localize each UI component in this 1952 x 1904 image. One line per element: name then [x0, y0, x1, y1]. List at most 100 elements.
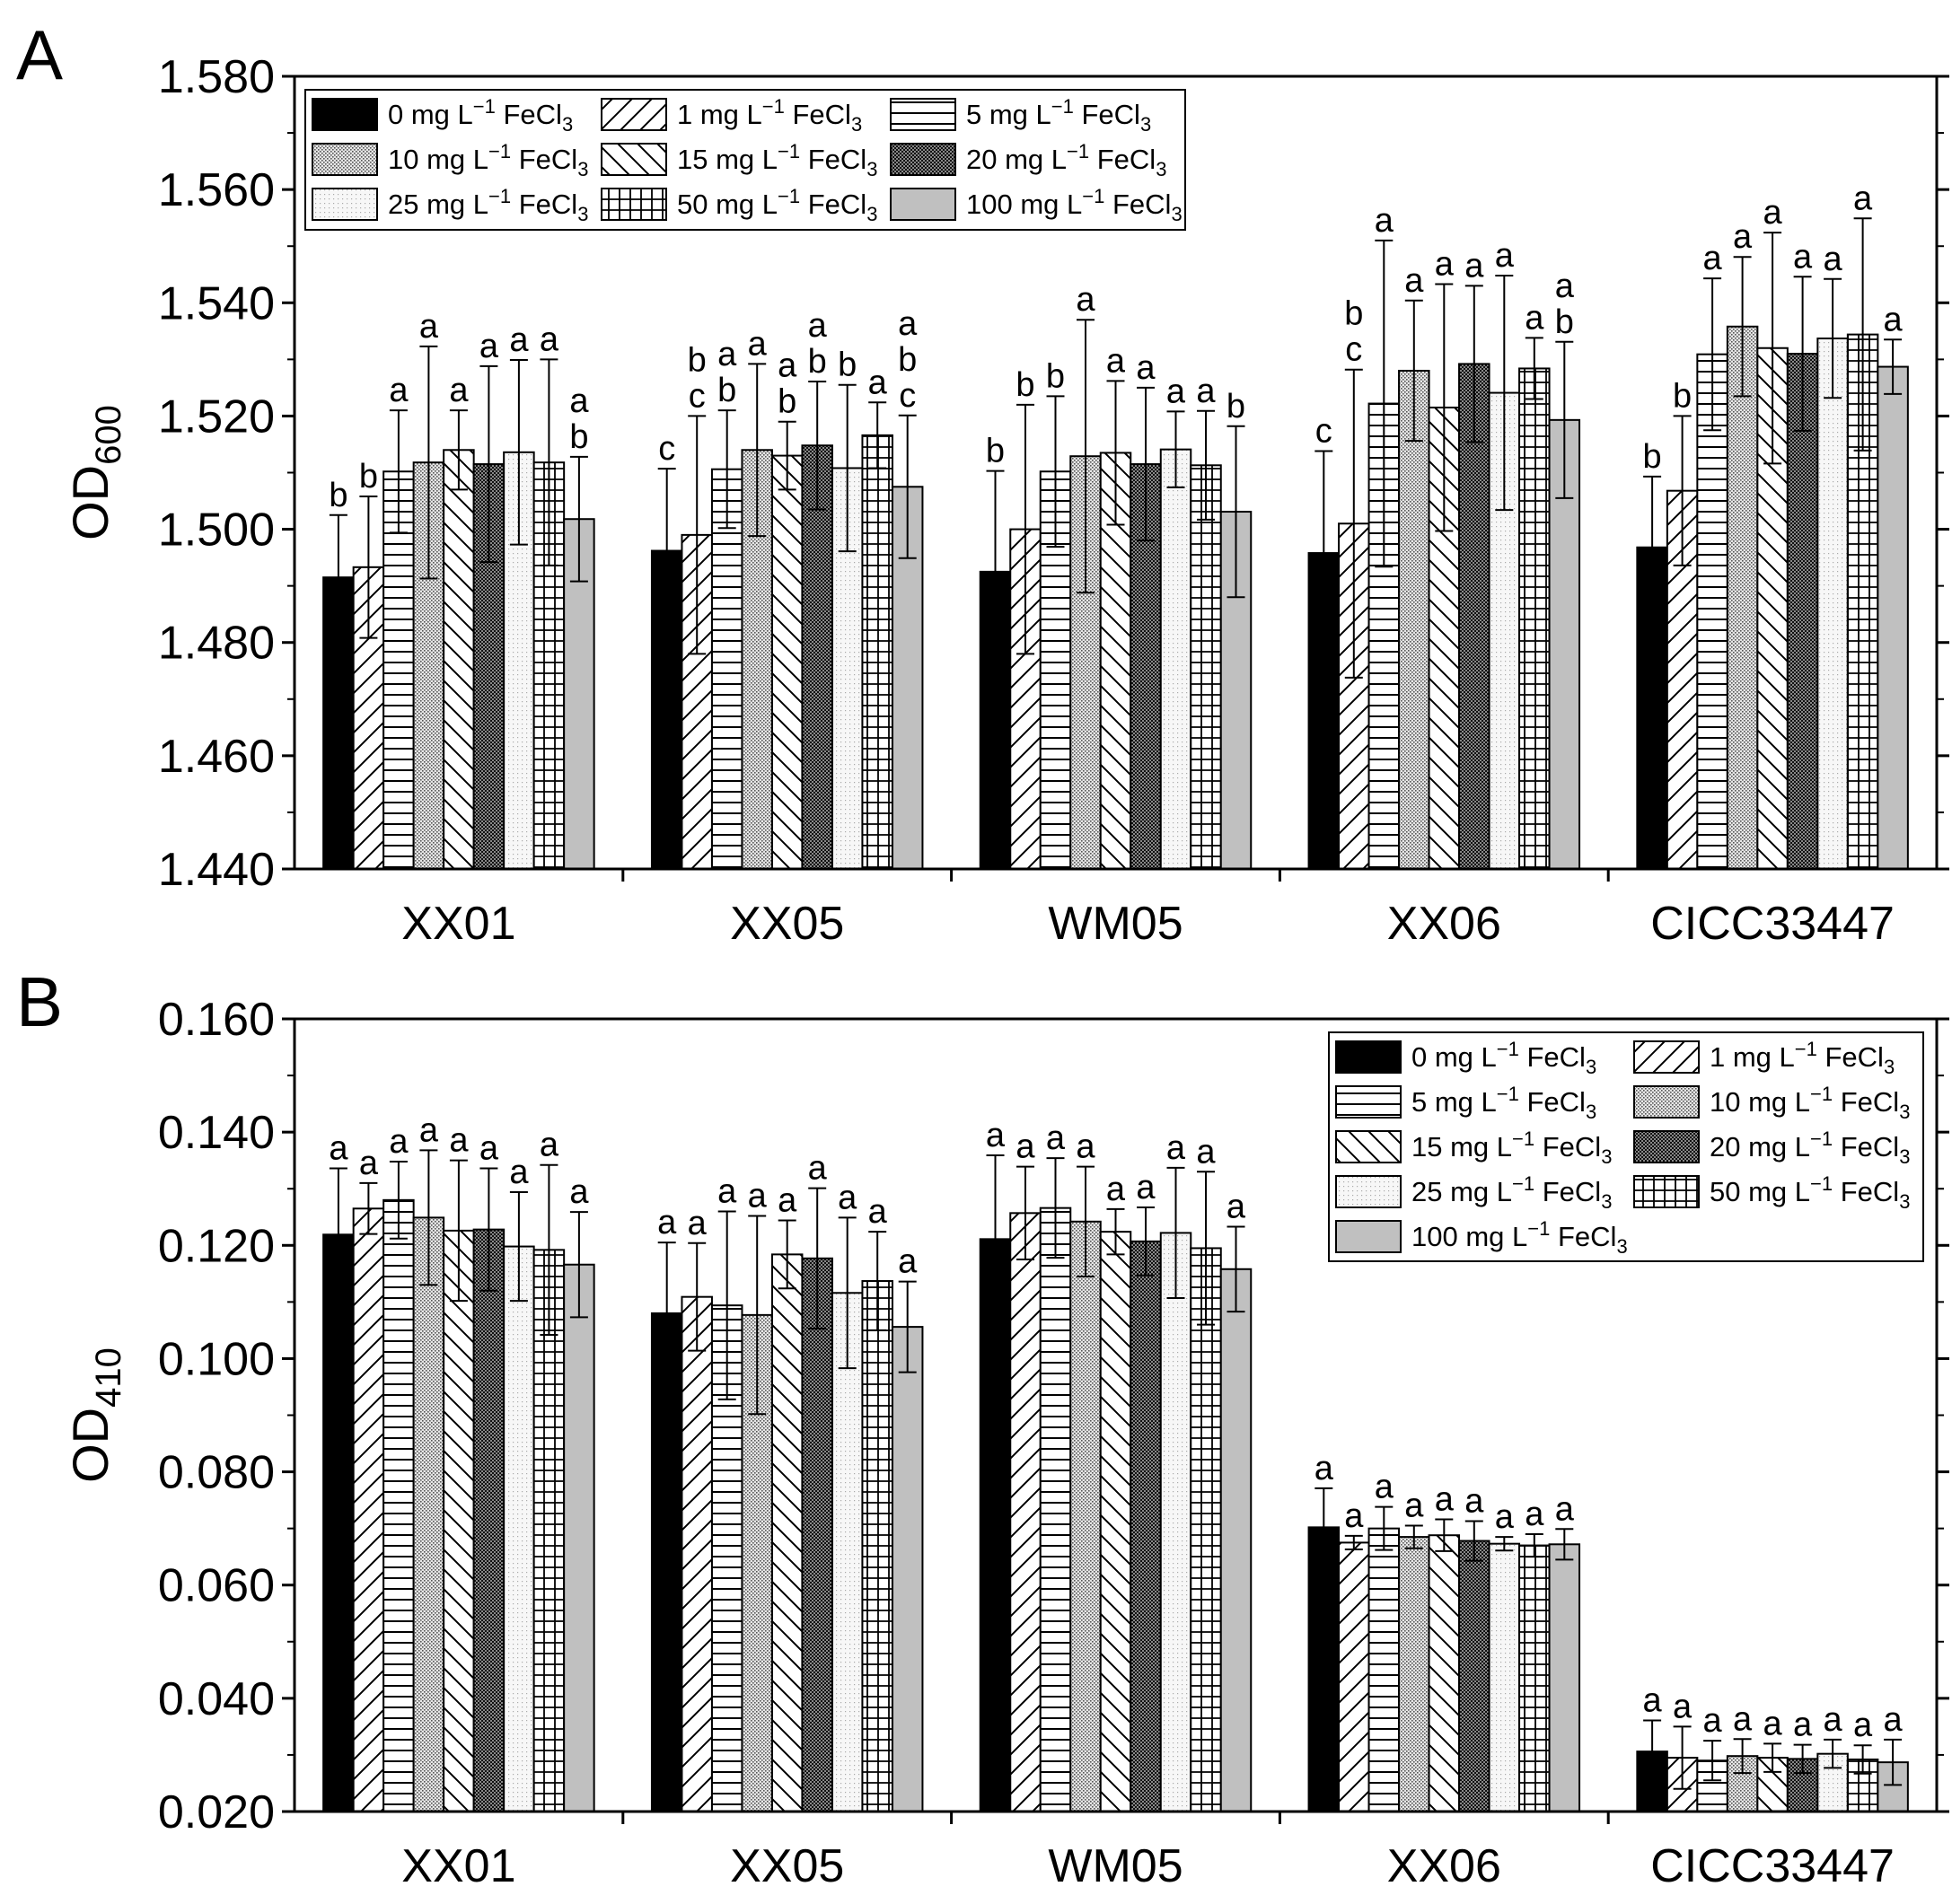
significance-letter: a [1525, 299, 1544, 337]
significance-letter: c [658, 430, 675, 468]
bar [1219, 1268, 1253, 1813]
bar [861, 434, 893, 870]
significance-letter: a [1166, 373, 1186, 410]
bar [503, 1245, 535, 1812]
significance-letter: a [1136, 1169, 1156, 1206]
x-category-label: XX01 [401, 898, 515, 950]
x-category-label: CICC33447 [1650, 1840, 1895, 1892]
x-category-label: WM05 [1048, 1840, 1183, 1892]
significance-letter: a [778, 1182, 797, 1220]
significance-letter: a [419, 308, 439, 346]
significance-letter: b [1016, 366, 1034, 404]
significance-letter: a [1196, 1133, 1216, 1171]
significance-letter: a [479, 328, 499, 365]
significance-letter: a [1106, 1171, 1126, 1208]
legend-swatch [890, 98, 956, 131]
significance-letter: a [1703, 1702, 1723, 1740]
significance-letter: b [808, 343, 827, 381]
bar [650, 1312, 683, 1812]
significance-letter: b [688, 341, 707, 379]
significance-letter: a [1495, 1498, 1515, 1536]
significance-letter: a [1404, 1487, 1424, 1524]
significance-letter: a [1793, 1707, 1813, 1744]
significance-letter: a [509, 1154, 529, 1191]
legend-swatch [1633, 1175, 1700, 1208]
significance-letter: a [419, 1111, 439, 1149]
legend-label: 20 mg L−1 FeCl3 [966, 140, 1166, 180]
significance-letter: a [1884, 301, 1904, 338]
significance-letter: a [1344, 1497, 1364, 1535]
y-tick-label: 1.580 [158, 51, 275, 103]
bar [891, 1326, 924, 1812]
significance-letter: b [778, 383, 796, 421]
significance-letter: a [1375, 1469, 1394, 1506]
significance-letter: a [1824, 241, 1843, 278]
significance-letter: b [1643, 438, 1662, 476]
legend-swatch [601, 143, 667, 176]
legend-swatch [890, 143, 956, 176]
significance-letter: a [1824, 1701, 1843, 1739]
legend-swatch [1633, 1130, 1700, 1163]
y-axis-title: OD410 [62, 1347, 128, 1483]
significance-letter: a [1884, 1701, 1904, 1739]
y-axis-title: OD600 [62, 405, 128, 540]
significance-letter: a [1555, 268, 1575, 305]
legend-swatch [1335, 1085, 1402, 1119]
significance-letter: a [748, 325, 768, 363]
significance-letter: a [479, 1130, 499, 1168]
significance-letter: a [838, 1179, 857, 1216]
plot-frame [293, 1017, 1939, 1813]
y-tick-label: 0.060 [158, 1560, 275, 1612]
legend-swatch [601, 98, 667, 131]
significance-letter: a [1076, 1128, 1095, 1166]
significance-letter: a [329, 1130, 348, 1168]
bar [1099, 1231, 1132, 1812]
significance-letter: a [808, 1150, 828, 1188]
significance-letter: a [449, 372, 469, 409]
bar [1786, 353, 1819, 870]
bar [1009, 1212, 1042, 1812]
significance-letter: b [329, 477, 347, 514]
legend-swatch [1335, 1220, 1402, 1253]
bar [681, 1295, 713, 1812]
bar [861, 1280, 893, 1813]
significance-letter: c [689, 377, 706, 415]
legend-swatch [1633, 1085, 1700, 1119]
legend-box [1328, 1031, 1924, 1262]
significance-letter: a [359, 1145, 379, 1182]
significance-letter: b [569, 418, 588, 456]
bar [563, 1263, 595, 1812]
significance-letter: a [1076, 281, 1095, 319]
significance-letter: a [1166, 1129, 1186, 1167]
significance-letter: b [1344, 295, 1363, 333]
significance-letter: a [717, 1172, 737, 1210]
y-tick-label: 0.160 [158, 994, 275, 1046]
significance-letter: a [389, 372, 409, 409]
bar [1069, 1220, 1102, 1812]
legend-swatch [1335, 1130, 1402, 1163]
x-category-label: WM05 [1048, 898, 1183, 950]
significance-letter: a [509, 321, 529, 359]
bar [831, 1292, 864, 1813]
bar [1130, 1240, 1162, 1812]
y-tick-label: 1.460 [158, 731, 275, 783]
legend-label: 15 mg L−1 FeCl3 [677, 140, 877, 180]
legend-label: 20 mg L−1 FeCl3 [1710, 1127, 1910, 1168]
legend-swatch [1633, 1040, 1700, 1074]
significance-letter: a [1673, 1688, 1693, 1725]
bar [1039, 470, 1072, 870]
significance-letter: b [1227, 388, 1245, 426]
bar [1398, 369, 1430, 870]
legend: 0 mg L−1 FeCl3 1 mg L−1 FeCl3 5 mg L−1 FeC… [304, 89, 1186, 231]
y-tick-label: 1.540 [158, 277, 275, 329]
significance-letter: c [1315, 413, 1332, 451]
x-category-label: CICC33447 [1650, 898, 1895, 950]
bar [1877, 365, 1909, 870]
bar [1159, 448, 1192, 870]
significance-letter: b [986, 433, 1005, 470]
bar [1039, 1206, 1072, 1812]
legend-swatch [1335, 1175, 1402, 1208]
bar [1458, 1540, 1490, 1812]
bar [801, 444, 833, 870]
panel-letter: A [16, 15, 63, 94]
